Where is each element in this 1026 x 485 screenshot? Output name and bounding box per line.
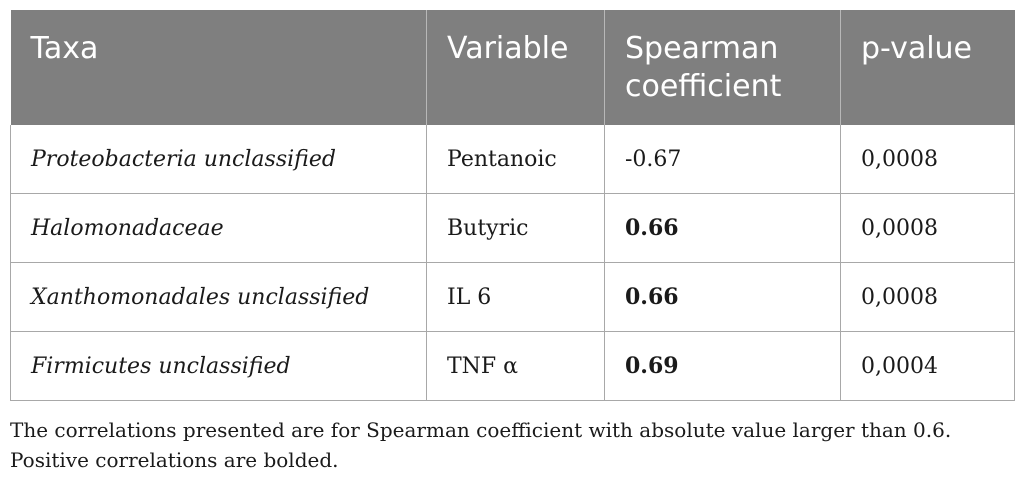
footnote-line: The correlations presented are for Spear… <box>10 418 952 442</box>
table-row: Firmicutes unclassified TNF α 0.69 0,000… <box>10 331 1015 401</box>
correlation-table: Taxa Variable Spearman coefficient p-val… <box>10 10 1015 401</box>
taxa-cell: Halomonadaceae <box>10 193 427 263</box>
footnote-line: Positive correlations are bolded. <box>10 448 339 472</box>
header-variable: Variable <box>426 10 605 125</box>
table-row: Proteobacteria unclassified Pentanoic -0… <box>10 125 1015 194</box>
taxa-cell: Xanthomonadales unclassified <box>10 262 427 332</box>
header-spearman-coefficient: Spearman coefficient <box>604 10 841 125</box>
p-value-cell: 0,0004 <box>840 331 1015 401</box>
p-value-cell: 0,0008 <box>840 262 1015 332</box>
correlation-table-container: Taxa Variable Spearman coefficient p-val… <box>10 10 1015 401</box>
coefficient-cell: -0.67 <box>604 125 841 194</box>
table-footnote: The correlations presented are for Spear… <box>10 415 1014 475</box>
coefficient-cell: 0.66 <box>604 262 841 332</box>
table-row: Halomonadaceae Butyric 0.66 0,0008 <box>10 193 1015 263</box>
table-row: Xanthomonadales unclassified IL 6 0.66 0… <box>10 262 1015 332</box>
header-taxa: Taxa <box>30 31 99 66</box>
coefficient-cell: 0.66 <box>604 193 841 263</box>
variable-cell: TNF α <box>426 331 605 401</box>
header-p-value: p-value <box>840 10 1015 125</box>
variable-cell: Butyric <box>426 193 605 263</box>
p-value-cell: 0,0008 <box>840 125 1015 194</box>
coefficient-cell: 0.69 <box>604 331 841 401</box>
variable-cell: Pentanoic <box>426 125 605 194</box>
p-value-cell: 0,0008 <box>840 193 1015 263</box>
taxa-cell: Firmicutes unclassified <box>10 331 427 401</box>
table-header-row: Taxa Variable Spearman coefficient p-val… <box>10 10 1015 125</box>
taxa-cell: Proteobacteria unclassified <box>10 125 427 194</box>
variable-cell: IL 6 <box>426 262 605 332</box>
